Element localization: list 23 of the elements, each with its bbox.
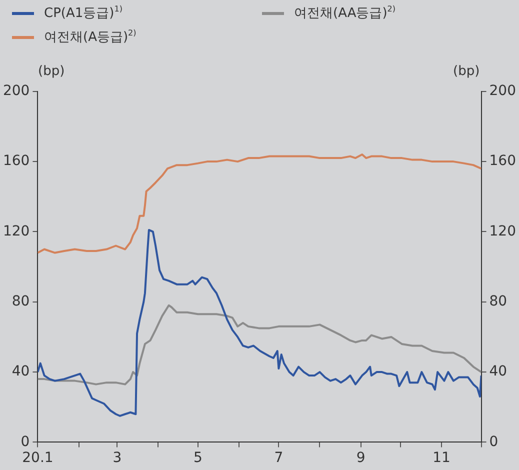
x-tick-label: 3 <box>112 450 122 466</box>
y2-tick-label: 200 <box>489 83 516 100</box>
y-tick-label: 200 <box>2 83 30 100</box>
y2-axis-title: (bp) <box>453 64 480 79</box>
x-tick-label: 5 <box>193 450 202 466</box>
x-tick-label: 20.1 <box>22 450 54 466</box>
y-tick-label: 40 <box>12 364 30 380</box>
y-axis-title: (bp) <box>38 64 65 79</box>
y2-tick-label: 120 <box>489 223 516 240</box>
legend-label: CP(A1등급)$^{1)}$ <box>44 4 122 22</box>
y-tick-label: 0 <box>20 434 30 450</box>
y-tick-label: 160 <box>2 153 30 170</box>
y2-tick-label: 40 <box>489 364 508 380</box>
y-tick-label: 80 <box>12 294 30 310</box>
x-tick-label: 9 <box>356 450 366 466</box>
x-tick-label: 11 <box>432 450 450 466</box>
y2-tick-label: 160 <box>489 153 516 170</box>
legend-label: 여전채(AA등급)$^{2)}$ <box>294 4 396 22</box>
y2-tick-label: 0 <box>489 434 498 450</box>
legend-label: 여전채(A등급)$^{2)}$ <box>44 28 136 46</box>
y2-tick-label: 80 <box>489 294 508 310</box>
y-tick-label: 120 <box>2 223 30 240</box>
x-tick-label: 7 <box>274 450 284 466</box>
